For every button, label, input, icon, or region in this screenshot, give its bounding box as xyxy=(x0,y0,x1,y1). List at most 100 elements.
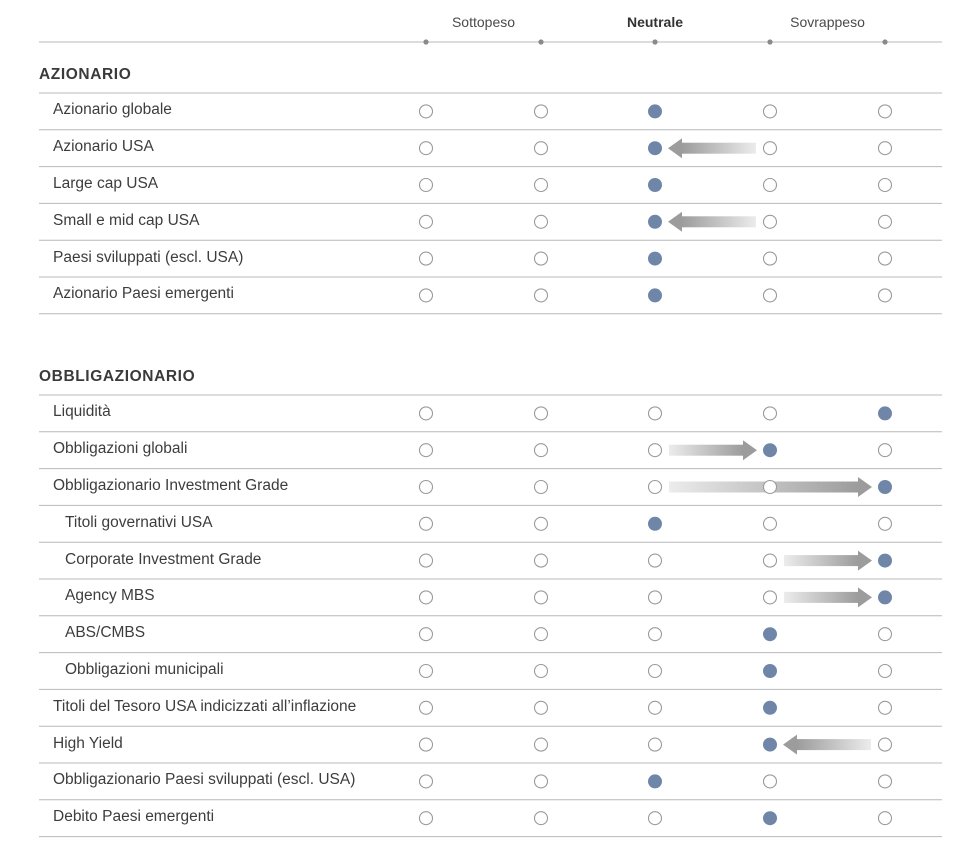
position-dot-empty xyxy=(647,406,663,421)
position-dot-empty xyxy=(877,700,893,715)
position-dot-empty xyxy=(533,590,549,605)
position-dot-filled xyxy=(763,664,777,678)
position-dot-filled xyxy=(648,214,662,229)
position-dot-empty xyxy=(762,177,778,193)
row-label: High Yield xyxy=(53,734,123,752)
position-dot-empty xyxy=(533,774,549,789)
scale-tick xyxy=(652,39,658,45)
position-dot-empty xyxy=(877,104,893,119)
position-dot-empty xyxy=(418,627,434,642)
position-dot-filled xyxy=(648,141,662,156)
position-dot-empty xyxy=(418,553,434,568)
position-dot-filled xyxy=(878,590,892,605)
position-dot-filled xyxy=(648,288,662,303)
position-dot-empty xyxy=(647,590,663,605)
change-arrow-head xyxy=(668,138,682,159)
change-arrow xyxy=(682,142,756,154)
position-dot-empty xyxy=(418,516,434,531)
row-label: Obbligazioni municipali xyxy=(65,661,224,678)
scale-tick xyxy=(767,39,773,45)
position-dot-empty xyxy=(418,479,434,495)
change-arrow xyxy=(682,216,756,228)
row-label: Liquidità xyxy=(53,403,111,421)
position-dot-empty xyxy=(418,141,434,156)
row-label: Obbligazionario Paesi sviluppati (escl. … xyxy=(53,771,356,789)
position-dot-filled xyxy=(878,406,892,421)
position-dot-empty xyxy=(418,406,434,421)
position-dot-empty xyxy=(877,737,893,752)
position-dot-empty xyxy=(647,737,663,752)
position-dot-empty xyxy=(533,443,549,458)
position-dot-empty xyxy=(418,737,434,752)
position-dot-filled xyxy=(878,553,892,568)
position-dot-empty xyxy=(762,553,778,568)
position-dot-empty xyxy=(877,288,893,303)
position-dot-empty xyxy=(533,479,549,495)
row-label: Small e mid cap USA xyxy=(53,211,200,229)
change-arrow-head xyxy=(783,734,797,755)
position-dot-empty xyxy=(418,251,434,266)
position-dot-empty xyxy=(533,516,549,531)
row-label: ABS/CMBS xyxy=(65,624,146,642)
scale-label: Sottopeso xyxy=(451,14,516,30)
position-dot-empty xyxy=(418,288,434,303)
position-dot-empty xyxy=(877,663,893,679)
position-dot-empty xyxy=(418,811,434,826)
position-dot-empty xyxy=(533,406,549,421)
position-dot-empty xyxy=(418,663,434,679)
change-arrow xyxy=(797,739,871,751)
position-dot-empty xyxy=(533,104,549,119)
position-dot-empty xyxy=(877,177,893,193)
position-dot-empty xyxy=(418,700,434,715)
position-dot-empty xyxy=(533,700,549,715)
position-dot-empty xyxy=(762,479,778,495)
position-dot-empty xyxy=(647,627,663,642)
position-dot-empty xyxy=(762,406,778,421)
row-label: Debito Paesi emergenti xyxy=(53,808,215,826)
position-dot-empty xyxy=(877,251,893,266)
position-dot-empty xyxy=(877,516,893,531)
row-label: Titoli governativi USA xyxy=(65,513,213,531)
change-arrow xyxy=(669,444,743,456)
position-dot-empty xyxy=(418,177,434,193)
scale-label: Neutrale xyxy=(626,14,684,30)
row-label: Azionario globale xyxy=(53,101,172,119)
position-dot-filled xyxy=(878,480,892,494)
position-dot-filled xyxy=(763,627,777,642)
position-dot-empty xyxy=(877,627,893,642)
position-dot-empty xyxy=(418,104,434,119)
scale-tick xyxy=(423,39,429,45)
position-dot-empty xyxy=(533,214,549,229)
row-label: Obbligazioni globali xyxy=(53,440,188,458)
position-dot-empty xyxy=(877,774,893,789)
position-dot-empty xyxy=(533,663,549,679)
position-dot-empty xyxy=(877,214,893,229)
scale-tick xyxy=(882,39,888,45)
position-dot-empty xyxy=(418,443,434,458)
row-label: Obbligazionario Investment Grade xyxy=(53,477,289,494)
position-dot-empty xyxy=(762,288,778,303)
position-dot-filled xyxy=(648,178,662,192)
position-dot-empty xyxy=(877,443,893,458)
position-dot-empty xyxy=(647,443,663,458)
position-dot-empty xyxy=(533,288,549,303)
change-arrow-head xyxy=(858,550,872,571)
position-dot-empty xyxy=(533,251,549,266)
position-dot-empty xyxy=(762,590,778,605)
position-dot-filled xyxy=(763,443,777,458)
position-dot-empty xyxy=(647,663,663,679)
position-dot-empty xyxy=(533,141,549,156)
row-label: Large cap USA xyxy=(53,175,159,192)
position-dot-empty xyxy=(533,627,549,642)
position-dot-empty xyxy=(762,214,778,229)
change-arrow xyxy=(784,555,858,567)
change-arrow-head xyxy=(743,440,757,461)
position-dot-filled xyxy=(648,774,662,789)
position-dot-filled xyxy=(648,104,662,119)
position-dot-filled xyxy=(763,700,777,715)
position-dot-filled xyxy=(648,516,662,531)
position-dot-filled xyxy=(763,737,777,752)
position-dot-empty xyxy=(762,104,778,119)
